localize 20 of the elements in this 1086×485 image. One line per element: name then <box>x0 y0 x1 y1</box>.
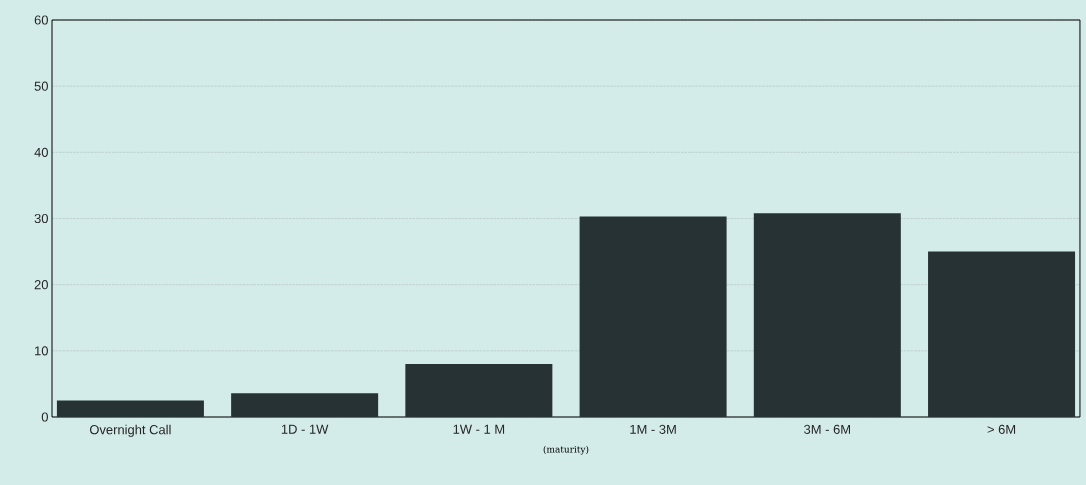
y-tick-label: 10 <box>35 346 48 356</box>
x-tick-label: 3M - 6M <box>804 424 850 434</box>
bar <box>231 393 379 417</box>
y-tick-label: 0 <box>41 412 48 422</box>
x-tick-label: 1W - 1 M <box>453 424 505 434</box>
y-tick-label: 40 <box>34 147 48 157</box>
y-tick-label: 60 <box>34 15 48 25</box>
x-tick-label: 1D - 1W <box>281 424 329 434</box>
y-tick-label: 50 <box>34 81 48 91</box>
x-tick-label: Overnight Call <box>89 424 171 437</box>
x-tick-label: 1M - 3M <box>630 424 676 434</box>
bar <box>753 213 901 417</box>
bar <box>56 400 204 417</box>
x-axis-title: (maturity) <box>543 445 589 455</box>
y-tick-label: 30 <box>34 213 48 224</box>
x-tick-label: > 6M <box>987 424 1016 434</box>
bar <box>579 216 727 417</box>
y-tick-label: 20 <box>34 280 48 290</box>
bar <box>928 251 1076 417</box>
bar <box>405 364 553 417</box>
